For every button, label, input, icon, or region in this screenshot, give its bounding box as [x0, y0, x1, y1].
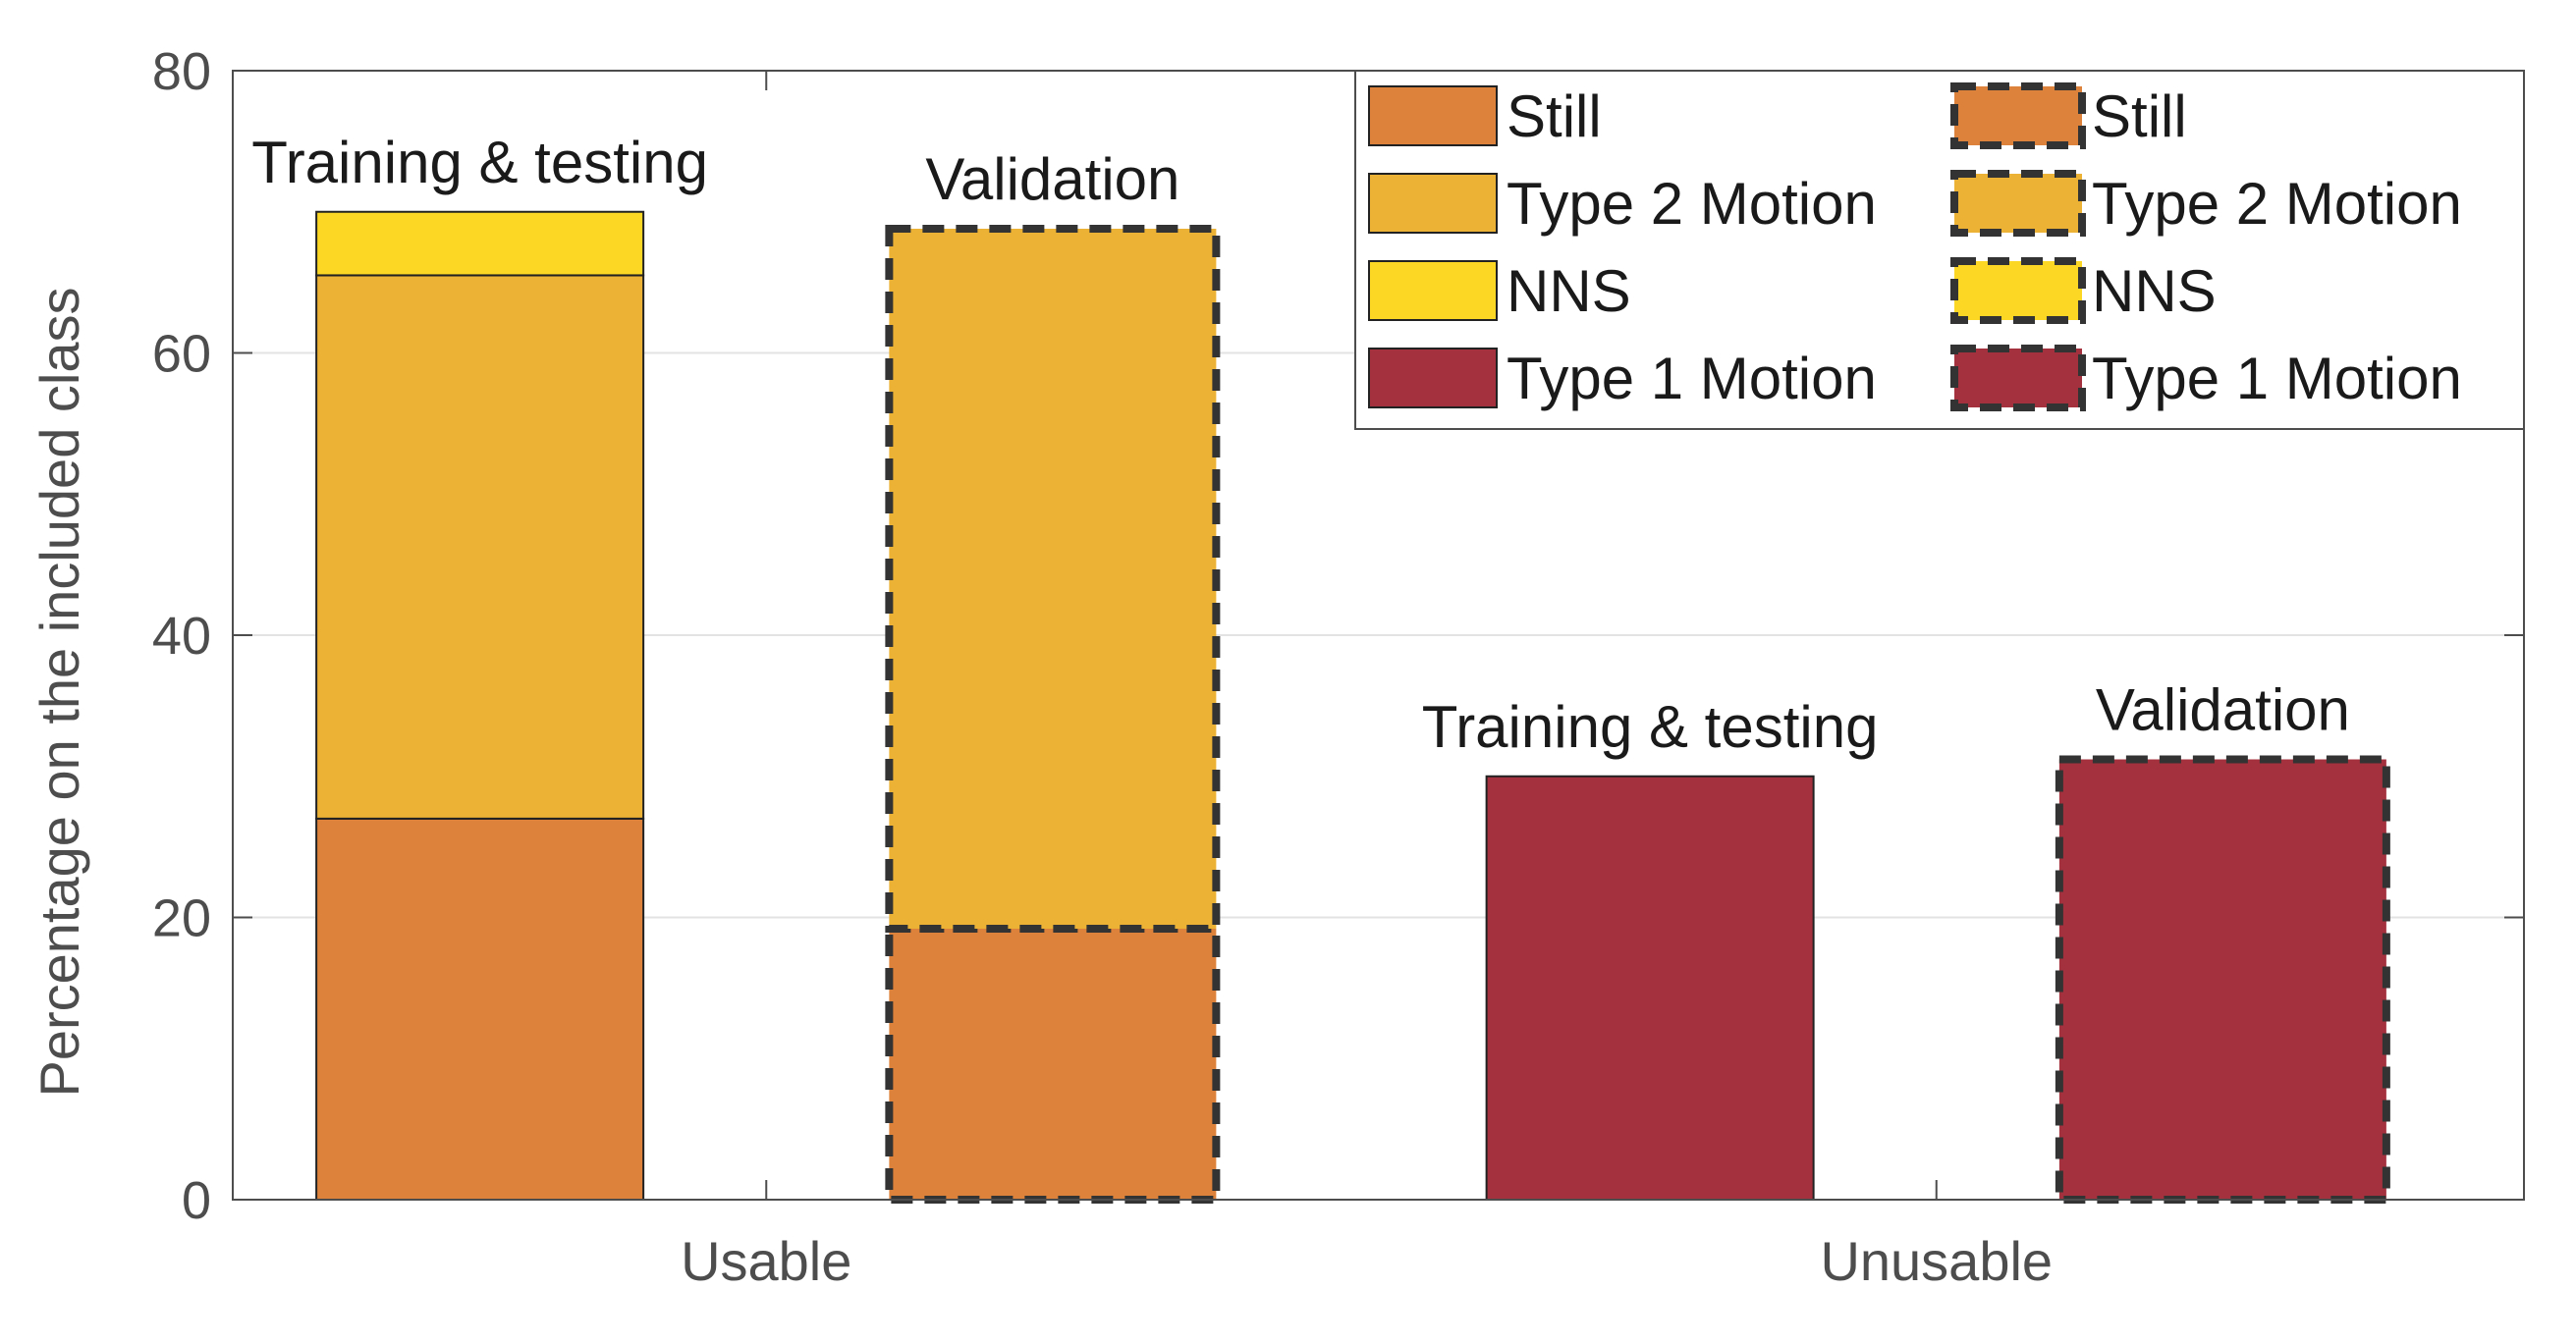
- bar-label-unusable-training-testing: Training & testing: [1422, 694, 1879, 760]
- y-tick-label-80: 80: [152, 42, 211, 101]
- legend-swatch-solid-type-2-motion: [1368, 173, 1498, 234]
- y-axis-label: Percentage on the included class: [28, 288, 90, 1098]
- legend-box: [1354, 70, 2525, 430]
- legend-label-dashed-nns: NNS: [2092, 258, 2217, 324]
- bar-usable-training-testing-type-2-motion: [315, 274, 645, 820]
- category-label-unusable: Unusable: [1820, 1230, 2053, 1292]
- bars: [315, 210, 2390, 1204]
- legend-label-dashed-still: Still: [2092, 83, 2187, 149]
- bar-unusable-validation-type-1-motion: [2055, 755, 2390, 1204]
- legend-swatch-solid-still: [1368, 85, 1498, 146]
- category-label-usable: Usable: [681, 1230, 851, 1292]
- legend-swatch-dashed-nns: [1950, 257, 2086, 324]
- bar-labels: Training & testing Validation Training & t…: [251, 130, 2350, 760]
- y-tick-label-20: 20: [152, 889, 211, 948]
- y-tick-label-0: 0: [182, 1171, 211, 1230]
- legend-swatch-dashed-type-2-motion: [1950, 170, 2086, 237]
- legend-label-solid-type-1-motion: Type 1 Motion: [1507, 346, 1877, 411]
- legend-swatch-dashed-type-1-motion: [1950, 345, 2086, 411]
- bar-usable-validation-still: [885, 925, 1221, 1204]
- legend-label-dashed-type-1-motion: Type 1 Motion: [2092, 346, 2462, 411]
- bar-usable-validation-type-2-motion: [885, 225, 1221, 933]
- bar-usable-training-testing-still: [315, 817, 645, 1201]
- legend: Still Type 2 Motion NNS Type 1 Motion Still T…: [1354, 70, 2525, 430]
- y-tick-label-60: 60: [152, 325, 211, 384]
- bar-unusable-training-testing-type-1-motion: [1485, 775, 1815, 1201]
- legend-swatch-solid-type-1-motion: [1368, 348, 1498, 408]
- legend-label-solid-type-2-motion: Type 2 Motion: [1507, 171, 1877, 237]
- bar-label-usable-validation: Validation: [925, 146, 1179, 212]
- legend-swatch-dashed-still: [1950, 82, 2086, 149]
- legend-swatch-solid-nns: [1368, 260, 1498, 321]
- legend-label-solid-nns: NNS: [1507, 258, 1631, 324]
- bar-label-usable-training-testing: Training & testing: [251, 130, 708, 195]
- bar-usable-training-testing-nns: [315, 210, 645, 277]
- legend-label-solid-still: Still: [1507, 83, 1602, 149]
- y-tick-label-40: 40: [152, 607, 211, 666]
- bar-label-unusable-validation: Validation: [2096, 677, 2350, 743]
- legend-label-dashed-type-2-motion: Type 2 Motion: [2092, 171, 2462, 237]
